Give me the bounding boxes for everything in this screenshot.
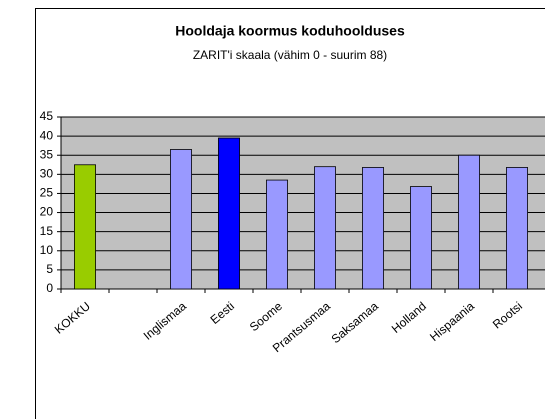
y-tick-label: 20 <box>40 205 54 219</box>
bar <box>506 167 528 290</box>
y-tick-label: 25 <box>40 186 54 200</box>
bar <box>266 179 288 290</box>
bar <box>362 167 384 290</box>
bar <box>458 154 480 290</box>
y-tick-label: 45 <box>40 109 54 123</box>
bar <box>410 186 432 290</box>
bar <box>74 164 96 290</box>
chart-subtitle: ZARIT'i skaala (vähim 0 - suurim 88) <box>193 48 387 62</box>
y-tick-label: 15 <box>40 224 54 238</box>
bar <box>314 166 336 290</box>
y-tick-label: 0 <box>46 281 53 295</box>
chart-title: Hooldaja koormus koduhoolduses <box>175 23 405 39</box>
y-tick-label: 35 <box>40 147 54 161</box>
bar <box>218 137 240 290</box>
y-tick-label: 30 <box>40 167 54 181</box>
y-tick-label: 40 <box>40 128 54 142</box>
bar <box>170 149 192 290</box>
y-tick-label: 10 <box>40 243 54 257</box>
y-tick-label: 5 <box>46 262 53 276</box>
